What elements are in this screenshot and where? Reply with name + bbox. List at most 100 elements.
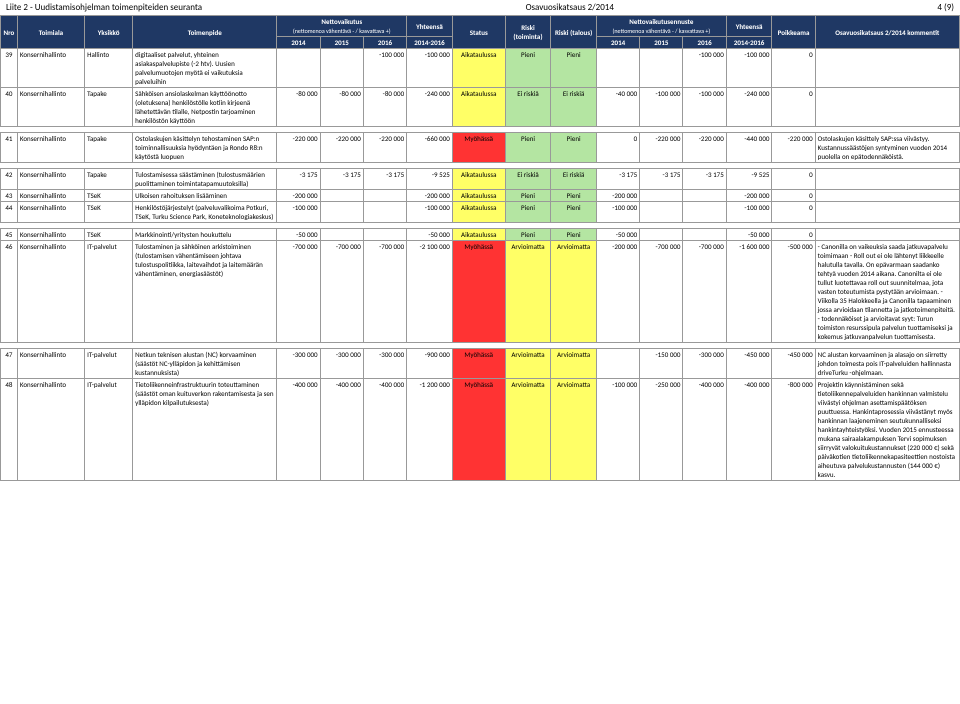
- cell-poik: -800 000: [772, 379, 815, 481]
- cell-yksikko: Hallinto: [85, 49, 133, 88]
- table-row: 39KonsernihallintoHallintodigitaaliset p…: [1, 49, 960, 88]
- cell-toimiala: Konsernihallinto: [17, 133, 84, 163]
- cell-e2015: [640, 190, 683, 202]
- cell-yht: -100 000: [407, 49, 453, 88]
- cell-comment: [815, 229, 959, 241]
- cell-yksikko: Tapake: [85, 133, 133, 163]
- cell-e2016: -220 000: [683, 133, 726, 163]
- cell-risk-t: Arvioimatta: [505, 379, 551, 481]
- cell-yht: -200 000: [407, 190, 453, 202]
- cell-e2015: [640, 229, 683, 241]
- cell-toimenpide: Henkilöstöjärjestelyt (palveluvalikoima …: [133, 202, 277, 223]
- cell-e2016: -400 000: [683, 379, 726, 481]
- cell-v2014: -100 000: [277, 202, 320, 223]
- cell-nro: 42: [1, 169, 18, 190]
- table-row: 46KonsernihallintoIT-palvelutTulostamine…: [1, 241, 960, 343]
- page-header: Liite 2 - Uudistamisohjelman toimenpitei…: [0, 0, 960, 15]
- cell-poik: 0: [772, 229, 815, 241]
- cell-status: Myöhässä: [452, 379, 505, 481]
- cell-e2015: -700 000: [640, 241, 683, 343]
- cell-eyht: -440 000: [726, 133, 772, 163]
- cell-yksikko: IT-palvelut: [85, 379, 133, 481]
- th-vspan: 2014-2016: [407, 37, 453, 49]
- cell-eyht: -9 525: [726, 169, 772, 190]
- cell-toimiala: Konsernihallinto: [17, 349, 84, 379]
- cell-yksikko: TSeK: [85, 229, 133, 241]
- cell-v2015: -400 000: [320, 379, 363, 481]
- cell-v2014: -80 000: [277, 88, 320, 127]
- cell-v2016: -400 000: [363, 379, 406, 481]
- cell-yksikko: Tapake: [85, 88, 133, 127]
- cell-yht: -900 000: [407, 349, 453, 379]
- cell-risk-ta: Ei riskiä: [551, 169, 597, 190]
- cell-risk-t: Arvioimatta: [505, 349, 551, 379]
- th-toimiala: Toimiala: [17, 16, 84, 49]
- cell-comment: NC alustan korvaaminen ja alasajo on sii…: [815, 349, 959, 379]
- cell-e2016: -3 175: [683, 169, 726, 190]
- cell-e2015: [640, 202, 683, 223]
- table-row: 42KonsernihallintoTapakeTulostamisessa s…: [1, 169, 960, 190]
- cell-poik: 0: [772, 49, 815, 88]
- cell-nro: 43: [1, 190, 18, 202]
- cell-poik: -220 000: [772, 133, 815, 163]
- cell-comment: [815, 169, 959, 190]
- cell-e2015: -250 000: [640, 379, 683, 481]
- cell-toimenpide: Sähköisen ansiolaskelman käyttöönotto (o…: [133, 88, 277, 127]
- table-row: 44KonsernihallintoTSeKHenkilöstöjärjeste…: [1, 202, 960, 223]
- th-poikkeama: Poikkeama: [772, 16, 815, 49]
- header-center: Osavuosikatsaus 2/2014: [526, 2, 614, 13]
- cell-v2016: -700 000: [363, 241, 406, 343]
- cell-v2015: [320, 229, 363, 241]
- cell-status: Aikataulussa: [452, 190, 505, 202]
- cell-status: Myöhässä: [452, 133, 505, 163]
- cell-eyht: -100 000: [726, 202, 772, 223]
- cell-yht: -1 200 000: [407, 379, 453, 481]
- cell-v2014: [277, 49, 320, 88]
- cell-yksikko: IT-palvelut: [85, 241, 133, 343]
- cell-risk-ta: Arvioimatta: [551, 379, 597, 481]
- th-kommentti: Osavuosikatsaus 2/2014 kommentit: [815, 16, 959, 49]
- cell-eyht: -200 000: [726, 190, 772, 202]
- cell-v2015: -80 000: [320, 88, 363, 127]
- cell-e2016: -300 000: [683, 349, 726, 379]
- th-nro: Nro: [1, 16, 18, 49]
- cell-toimenpide: digitaaliset palvelut, yhteinen asiakasp…: [133, 49, 277, 88]
- cell-risk-ta: Arvioimatta: [551, 349, 597, 379]
- cell-e2015: -100 000: [640, 88, 683, 127]
- th-e2014: 2014: [596, 37, 639, 49]
- cell-e2016: [683, 229, 726, 241]
- cell-nro: 48: [1, 379, 18, 481]
- th-yksikko: Yksikkö: [85, 16, 133, 49]
- cell-v2014: -700 000: [277, 241, 320, 343]
- cell-status: Aikataulussa: [452, 88, 505, 127]
- cell-e2016: -100 000: [683, 88, 726, 127]
- cell-v2014: -400 000: [277, 379, 320, 481]
- cell-toimiala: Konsernihallinto: [17, 379, 84, 481]
- cell-comment: [815, 202, 959, 223]
- cell-nro: 46: [1, 241, 18, 343]
- cell-comment: - Canonilla on vaikeuksia saada jatkuvap…: [815, 241, 959, 343]
- cell-yksikko: TSeK: [85, 202, 133, 223]
- cell-comment: [815, 88, 959, 127]
- cell-nro: 45: [1, 229, 18, 241]
- cell-v2016: -300 000: [363, 349, 406, 379]
- cell-yht: -50 000: [407, 229, 453, 241]
- table-row: 41KonsernihallintoTapakeOstolaskujen käs…: [1, 133, 960, 163]
- th-v2014: 2014: [277, 37, 320, 49]
- cell-v2014: -220 000: [277, 133, 320, 163]
- cell-yht: -2 100 000: [407, 241, 453, 343]
- cell-yht: -660 000: [407, 133, 453, 163]
- cell-v2016: [363, 202, 406, 223]
- cell-e2015: [640, 49, 683, 88]
- cell-eyht: -1 600 000: [726, 241, 772, 343]
- cell-v2015: -3 175: [320, 169, 363, 190]
- table-row: 45KonsernihallintoTSeKMarkkinointi/yrity…: [1, 229, 960, 241]
- cell-poik: -500 000: [772, 241, 815, 343]
- cell-v2014: -200 000: [277, 190, 320, 202]
- th-yhteensa1: Yhteensä: [407, 16, 453, 37]
- cell-v2015: [320, 190, 363, 202]
- table-header: Nro Toimiala Yksikkö Toimenpide Nettovai…: [1, 16, 960, 49]
- cell-eyht: -450 000: [726, 349, 772, 379]
- cell-yht: -240 000: [407, 88, 453, 127]
- main-table: Nro Toimiala Yksikkö Toimenpide Nettovai…: [0, 15, 960, 481]
